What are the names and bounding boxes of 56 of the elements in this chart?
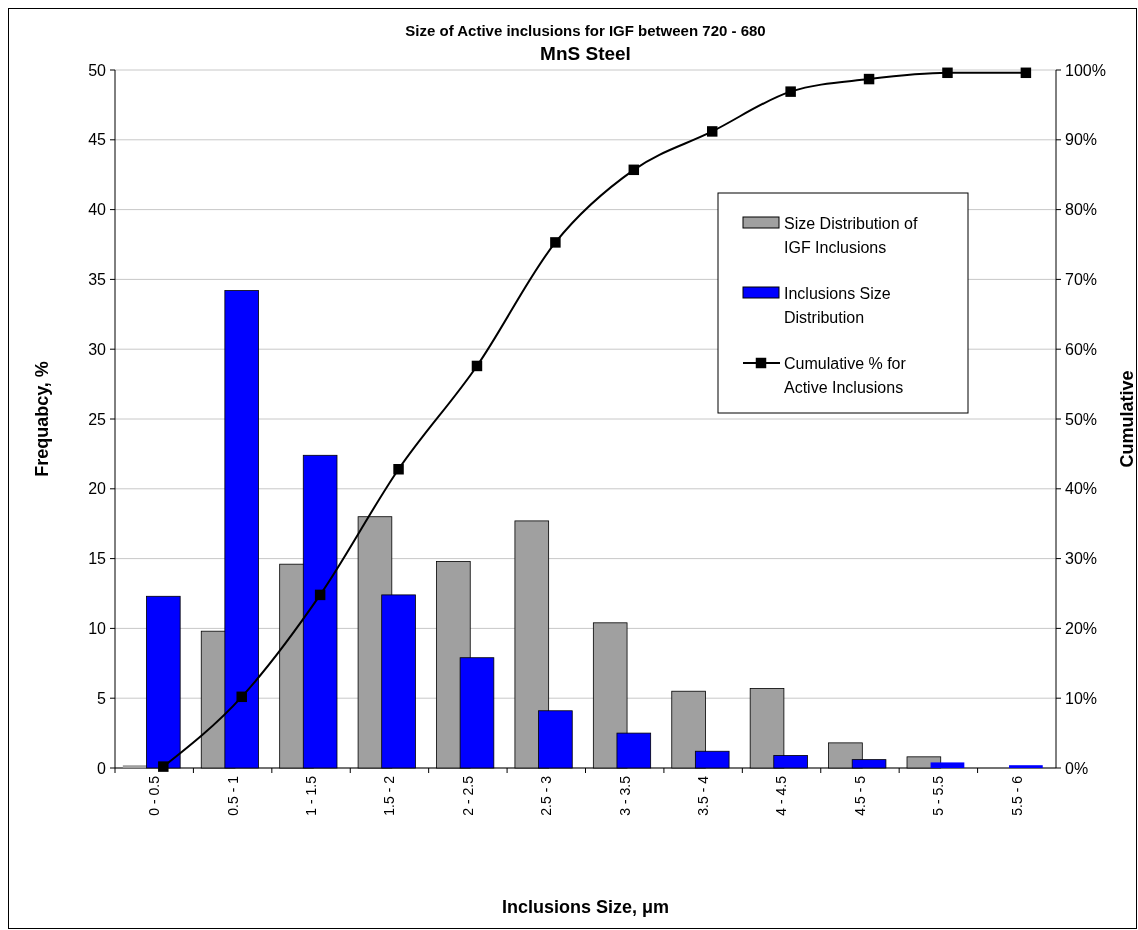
legend-label: Cumulative % for Active Inclusions bbox=[784, 354, 907, 396]
x-tick-label: 5 - 5.5 bbox=[930, 775, 947, 816]
y2-tick-label: 100% bbox=[1065, 61, 1106, 79]
y-tick-label: 35 bbox=[88, 271, 107, 288]
y2-axis-title: Cumulative bbox=[1117, 370, 1137, 468]
point bbox=[158, 761, 169, 772]
point bbox=[785, 86, 796, 97]
chart-subtitle: MnS Steel bbox=[540, 43, 631, 64]
y2-tick-label: 40% bbox=[1065, 480, 1098, 498]
x-axis-title: Inclusions Size, μm bbox=[501, 897, 670, 917]
point bbox=[942, 67, 953, 79]
x-tick-label: 2 - 2.5 bbox=[459, 775, 476, 816]
x-tick-label: 0 - 0.5 bbox=[146, 775, 163, 816]
y-tick-label: 20 bbox=[88, 480, 107, 498]
legend-label: Inclusions Size Distribution bbox=[784, 284, 891, 326]
y2-tick-label: 50% bbox=[1065, 410, 1098, 428]
point bbox=[1020, 67, 1032, 79]
x-tick-label: 3.5 - 4 bbox=[695, 775, 712, 816]
y-axis-title: Frequabcy, % bbox=[32, 361, 52, 477]
y-tick-label: 50 bbox=[88, 61, 107, 79]
point bbox=[471, 360, 483, 372]
y2-tick-label: 0% bbox=[1065, 759, 1089, 777]
chart-title: Size of Active inclusions for IGF between 720 - 680 bbox=[405, 22, 766, 39]
y-tick-label: 0 bbox=[97, 759, 107, 777]
y-tick-label: 5 bbox=[97, 689, 107, 707]
y2-tick-label: 20% bbox=[1065, 620, 1098, 637]
point bbox=[706, 126, 718, 137]
x-tick-label: 1 - 1.5 bbox=[302, 775, 319, 816]
point bbox=[863, 73, 875, 85]
bar bbox=[930, 762, 965, 768]
x-tick-label: 0.5 - 1 bbox=[224, 775, 241, 816]
point bbox=[550, 237, 561, 248]
x-tick-label: 2.5 - 3 bbox=[538, 775, 555, 816]
y-tick-label: 30 bbox=[88, 340, 107, 358]
point bbox=[236, 691, 247, 703]
x-tick-label: 4.5 - 5 bbox=[851, 775, 868, 816]
y-tick-label: 45 bbox=[88, 131, 107, 149]
x-tick-label: 4 - 4.5 bbox=[773, 775, 790, 816]
y2-tick-label: 90% bbox=[1065, 131, 1098, 149]
bar bbox=[1009, 765, 1043, 768]
point bbox=[393, 464, 404, 475]
y2-tick-label: 10% bbox=[1065, 689, 1098, 707]
y2-tick-label: 60% bbox=[1065, 340, 1098, 358]
x-tick-label: 1.5 - 2 bbox=[381, 775, 398, 816]
y2-tick-label: 30% bbox=[1065, 550, 1098, 568]
y-tick-label: 40 bbox=[88, 201, 107, 219]
y-tick-label: 25 bbox=[88, 410, 107, 428]
x-tick-label: 3 - 3.5 bbox=[616, 775, 633, 816]
point bbox=[628, 164, 640, 176]
y2-tick-label: 80% bbox=[1065, 201, 1098, 219]
x-tick-label: 5.5 - 6 bbox=[1008, 775, 1025, 816]
y2-tick-label: 70% bbox=[1065, 271, 1098, 288]
legend-label: Size Distribution of IGF Inclusions bbox=[784, 214, 918, 256]
point bbox=[314, 589, 326, 601]
y-tick-label: 10 bbox=[88, 620, 107, 637]
y-tick-label: 15 bbox=[88, 550, 107, 568]
